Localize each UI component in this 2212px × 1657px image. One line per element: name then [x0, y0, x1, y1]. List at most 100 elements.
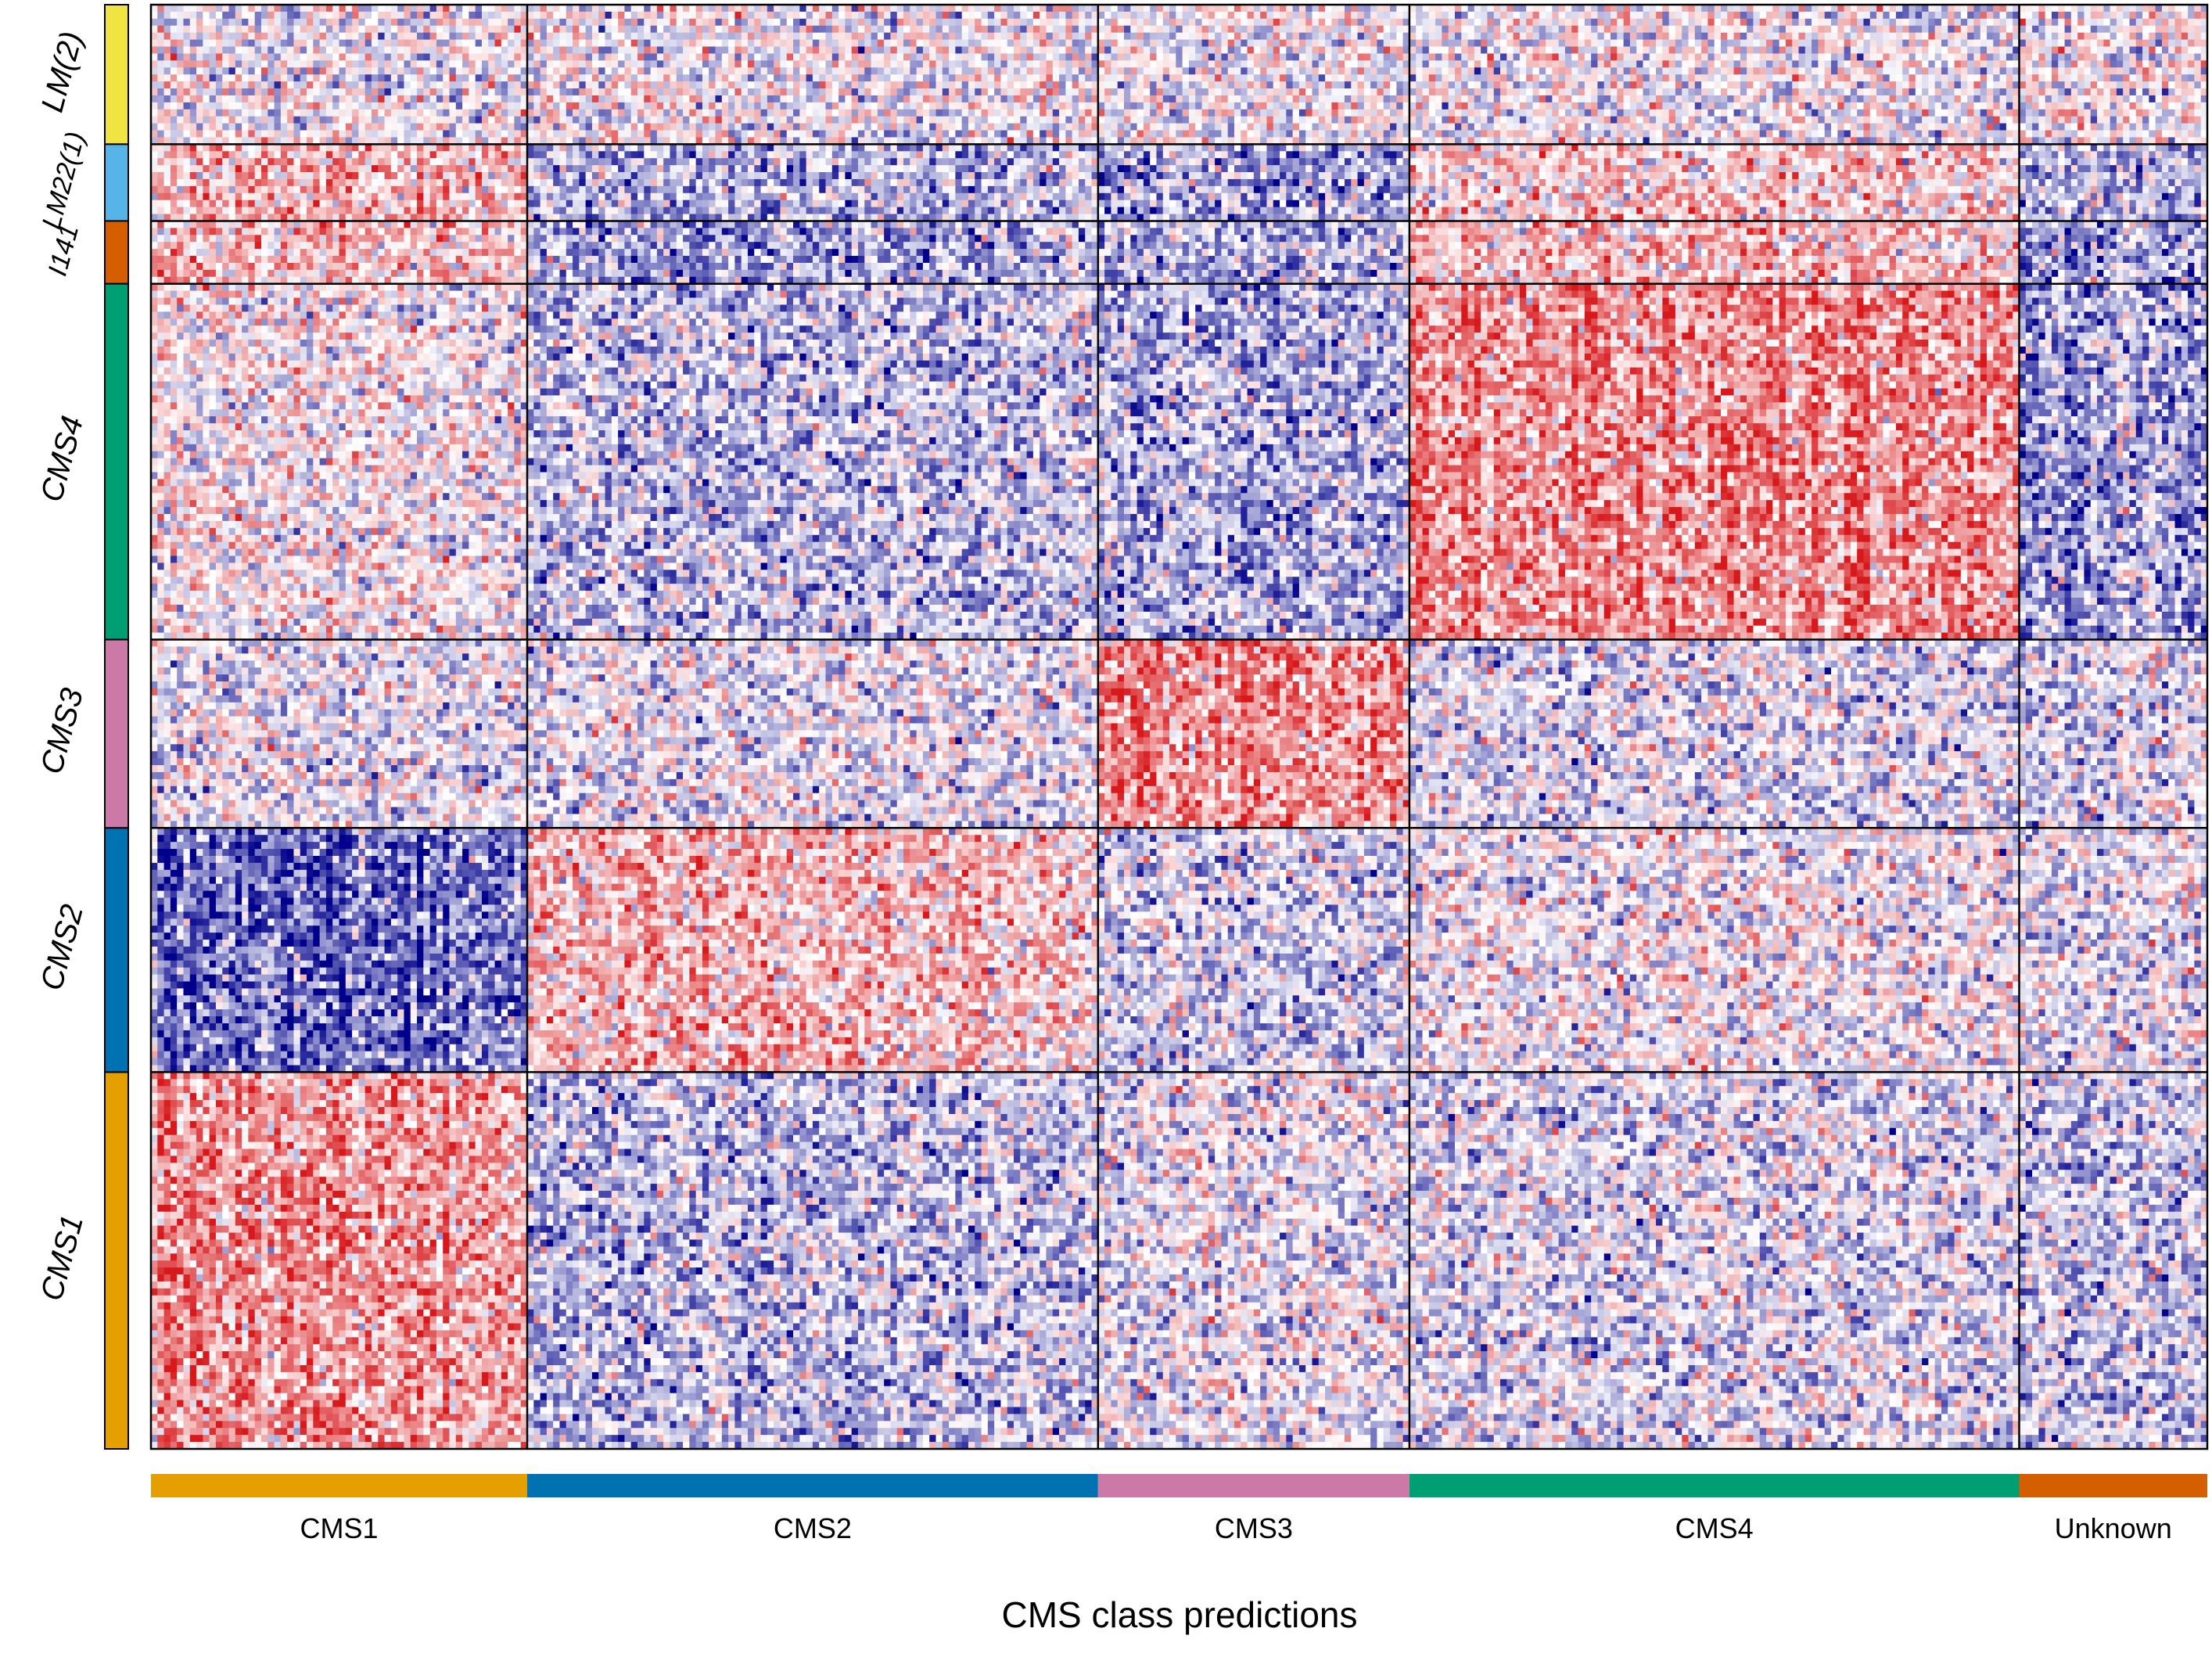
heatmap-cell [300, 26, 307, 34]
heatmap-cell [248, 19, 255, 27]
heatmap-cell [1000, 19, 1007, 27]
heatmap-cell [968, 33, 975, 41]
heatmap-cell [1358, 12, 1365, 20]
heatmap-cell [151, 19, 158, 27]
heatmap-cell [1449, 19, 1456, 27]
heatmap-cell [1208, 40, 1216, 48]
heatmap-cell [1345, 26, 1352, 34]
heatmap-cell [1195, 40, 1202, 48]
heatmap-cell [1948, 19, 1955, 27]
heatmap-cell [1909, 19, 1916, 27]
heatmap-cell [754, 33, 761, 41]
heatmap-cell [300, 40, 307, 48]
heatmap-cell [702, 12, 709, 20]
heatmap-cell [1721, 26, 1728, 34]
heatmap-cell [1027, 40, 1034, 48]
heatmap-cell [1624, 40, 1631, 48]
heatmap-cell [767, 5, 774, 13]
heatmap-cell [670, 12, 677, 20]
heatmap-cell [1234, 40, 1241, 48]
heatmap-cell [1293, 40, 1300, 48]
heatmap-cell [897, 33, 904, 41]
heatmap-cell [663, 26, 670, 34]
heatmap-cell [2162, 12, 2169, 20]
heatmap-cell [1144, 33, 1151, 41]
heatmap-cell [326, 19, 333, 27]
heatmap-cell [2110, 33, 2117, 41]
heatmap-cell [1144, 19, 1151, 27]
heatmap-cell [469, 12, 476, 20]
heatmap-cell [813, 33, 820, 41]
heatmap-cell [618, 19, 625, 27]
heatmap-cell [1786, 40, 1793, 48]
heatmap-cell [1675, 19, 1682, 27]
heatmap-cell [1429, 5, 1436, 13]
heatmap-cell [2168, 40, 2175, 48]
heatmap-cell [1137, 33, 1144, 41]
heatmap-cell [1208, 33, 1216, 41]
heatmap-cell [1169, 5, 1176, 13]
heatmap-cell [1766, 40, 1773, 48]
heatmap-cell [780, 26, 787, 34]
heatmap-cell [722, 26, 729, 34]
heatmap-cell [2123, 33, 2130, 41]
heatmap-cell [1857, 33, 1864, 41]
heatmap-cell [722, 33, 729, 41]
heatmap-cell [897, 40, 904, 48]
heatmap-cell [1792, 40, 1799, 48]
heatmap-cell [391, 26, 398, 34]
heatmap-cell [1384, 19, 1391, 27]
heatmap-cell [456, 12, 463, 20]
heatmap-cell [624, 40, 631, 48]
heatmap-cell [190, 40, 197, 48]
heatmap-cell [1014, 5, 1021, 13]
heatmap-cell [2117, 19, 2124, 27]
heatmap-cell [1494, 26, 1501, 34]
heatmap-cell [1293, 19, 1300, 27]
heatmap-cell [826, 12, 833, 20]
heatmap-cell [1961, 5, 1968, 13]
heatmap-cell [884, 33, 891, 41]
heatmap-cell [385, 26, 392, 34]
heatmap-cell [1753, 12, 1760, 20]
heatmap-cell [476, 12, 483, 20]
heatmap-cell [1111, 40, 1118, 48]
heatmap-cell [2026, 40, 2033, 48]
heatmap-cell [1364, 40, 1371, 48]
heatmap-cell [358, 26, 365, 34]
heatmap-cell [1973, 5, 1980, 13]
heatmap-cell [1571, 19, 1578, 27]
heatmap-cell [1682, 26, 1689, 34]
heatmap-cell [1163, 19, 1170, 27]
heatmap-cell [1248, 12, 1255, 20]
heatmap-cell [476, 19, 483, 27]
heatmap-cell [177, 33, 184, 41]
heatmap-cell [709, 12, 716, 20]
heatmap-cell [1578, 33, 1585, 41]
heatmap-cell [767, 19, 774, 27]
heatmap-cell [2168, 5, 2175, 13]
heatmap-cell [2129, 33, 2136, 41]
heatmap-cell [605, 19, 612, 27]
heatmap-cell [1993, 26, 2000, 34]
heatmap-cell [281, 40, 288, 48]
heatmap-cell [1941, 40, 1948, 48]
heatmap-cell [469, 40, 476, 48]
heatmap-cell [235, 19, 242, 27]
heatmap-cell [326, 26, 333, 34]
heatmap-cell [670, 33, 677, 41]
heatmap-cell [1169, 40, 1176, 48]
heatmap-cell [1027, 12, 1034, 20]
heatmap-cell [1358, 40, 1365, 48]
heatmap-cell [436, 19, 443, 27]
heatmap-cell [1532, 19, 1539, 27]
heatmap-cell [1980, 33, 1988, 41]
heatmap-cell [495, 33, 502, 41]
heatmap-cell [1163, 33, 1170, 41]
heatmap-cell [826, 5, 833, 13]
heatmap-cell [1715, 26, 1722, 34]
heatmap-cell [923, 26, 930, 34]
heatmap-cell [372, 19, 379, 27]
heatmap-cell [799, 33, 806, 41]
heatmap-cell [203, 33, 210, 41]
